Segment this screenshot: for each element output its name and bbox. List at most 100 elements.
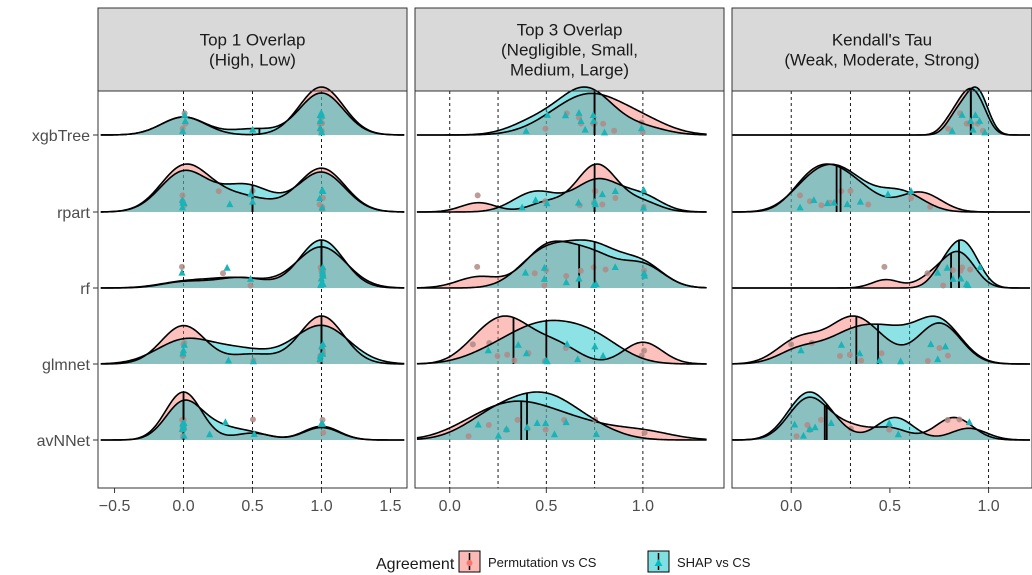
- point-shap: [474, 420, 482, 428]
- point-shap: [318, 111, 326, 119]
- point-shap: [640, 269, 648, 277]
- point-shap: [884, 190, 892, 198]
- point-permutation: [847, 187, 854, 194]
- point-shap: [934, 268, 942, 276]
- density-area-permutation-glmnet: [732, 316, 1031, 364]
- point-shap: [806, 425, 814, 433]
- point-shap: [522, 349, 531, 357]
- point-shap: [575, 109, 583, 116]
- density-area-shap-xgbTree: [732, 87, 1031, 135]
- facet-title-line: Kendall's Tau: [832, 31, 932, 50]
- legend: Agreement Permutation vs CS SHAP vs CS: [376, 550, 751, 573]
- point-shap: [561, 111, 570, 119]
- point-permutation: [846, 351, 853, 358]
- point-permutation: [793, 433, 800, 440]
- point-shap: [317, 420, 325, 427]
- point-shap: [224, 356, 233, 364]
- point-permutation: [788, 341, 795, 348]
- point-permutation: [959, 264, 966, 271]
- density-area-shap-rf: [416, 240, 707, 288]
- x-tick-label: 1.5: [379, 498, 401, 515]
- point-permutation: [836, 353, 843, 360]
- point-shap: [316, 355, 324, 363]
- point-shap: [179, 419, 187, 427]
- point-permutation: [611, 127, 618, 134]
- point-permutation: [936, 345, 943, 351]
- density-area-permutation-xgbTree: [416, 93, 707, 135]
- point-shap: [180, 431, 188, 439]
- facet-panel-1: Top 1 Overlap(High, Low) −0.5 0.0 0.5 1.0 1.5: [97, 7, 408, 515]
- point-shap: [574, 198, 583, 206]
- point-shap: [550, 430, 559, 438]
- point-permutation: [641, 429, 648, 436]
- facet-panel-3: Kendall's Tau(Weak, Moderate, Strong) 0.0…: [731, 7, 1032, 515]
- x-tick-label: 0.0: [439, 498, 461, 515]
- point-permutation: [465, 433, 472, 440]
- point-permutation: [542, 125, 549, 132]
- point-shap: [318, 203, 326, 211]
- point-shap: [948, 127, 956, 134]
- point-shap: [540, 275, 548, 282]
- point-shap: [179, 349, 187, 357]
- point-shap: [543, 111, 552, 118]
- point-shap: [563, 340, 571, 348]
- point-permutation: [511, 357, 518, 364]
- point-permutation: [320, 429, 327, 436]
- density-line-shap-rpart: [416, 177, 707, 213]
- point-shap: [575, 274, 583, 282]
- point-shap: [976, 263, 984, 271]
- density-line-permutation-glmnet: [731, 315, 1031, 365]
- point-permutation: [600, 120, 607, 127]
- legend-key-shap: [647, 550, 670, 573]
- point-shap: [967, 117, 975, 124]
- facet-title-line: Top 1 Overlap: [200, 31, 306, 50]
- y-axis: xgbTree rpart rf glmnet avNNet: [32, 128, 98, 450]
- x-tick-label: 1.0: [977, 498, 999, 515]
- point-permutation: [249, 416, 256, 423]
- point-permutation: [599, 201, 606, 208]
- point-shap: [934, 355, 942, 363]
- point-shap: [502, 425, 511, 433]
- point-permutation: [881, 263, 888, 270]
- x-tick-label: −0.5: [99, 498, 131, 515]
- point-shap: [591, 342, 599, 350]
- point-shap: [249, 357, 257, 365]
- point-shap: [178, 203, 187, 211]
- facet-title-line: (High, Low): [209, 51, 296, 70]
- point-permutation: [944, 352, 951, 359]
- density-line-shap-glmnet: [731, 315, 1031, 365]
- point-shap: [542, 419, 550, 427]
- point-shap: [856, 349, 864, 357]
- x-tick-label: 0.5: [535, 498, 557, 515]
- point-shap: [975, 117, 984, 124]
- point-shap: [523, 423, 531, 431]
- legend-label-permutation: Permutation vs CS: [488, 555, 597, 570]
- density-line-shap-glmnet: [100, 324, 405, 365]
- point-shap: [581, 125, 589, 133]
- facet-title-line: (Negligible, Small,: [501, 41, 638, 60]
- density-area-shap-avNNet: [100, 400, 405, 440]
- x-tick-label: 0.5: [879, 498, 901, 515]
- point-shap: [810, 196, 818, 203]
- point-shap: [521, 268, 530, 276]
- point-permutation: [602, 266, 609, 273]
- point-shap: [319, 263, 327, 271]
- point-shap: [637, 124, 646, 132]
- panel-border: [731, 90, 1032, 489]
- point-shap: [181, 111, 189, 118]
- point-shap: [971, 111, 980, 119]
- point-shap: [949, 275, 957, 282]
- point-shap: [856, 197, 864, 205]
- point-shap: [246, 275, 255, 282]
- density-line-shap-avNNet: [100, 399, 405, 441]
- x-tick-label: 0.0: [780, 498, 802, 515]
- point-permutation: [865, 201, 872, 208]
- point-permutation: [804, 421, 811, 428]
- point-shap: [514, 340, 522, 348]
- legend-label-shap: SHAP vs CS: [677, 555, 751, 570]
- legend-title: Agreement: [376, 556, 455, 573]
- point-shap: [964, 281, 972, 288]
- density-area-shap-rpart: [732, 164, 1031, 212]
- density-line-shap-avNNet: [731, 391, 1031, 441]
- y-tick-label-xgbTree: xgbTree: [32, 128, 90, 145]
